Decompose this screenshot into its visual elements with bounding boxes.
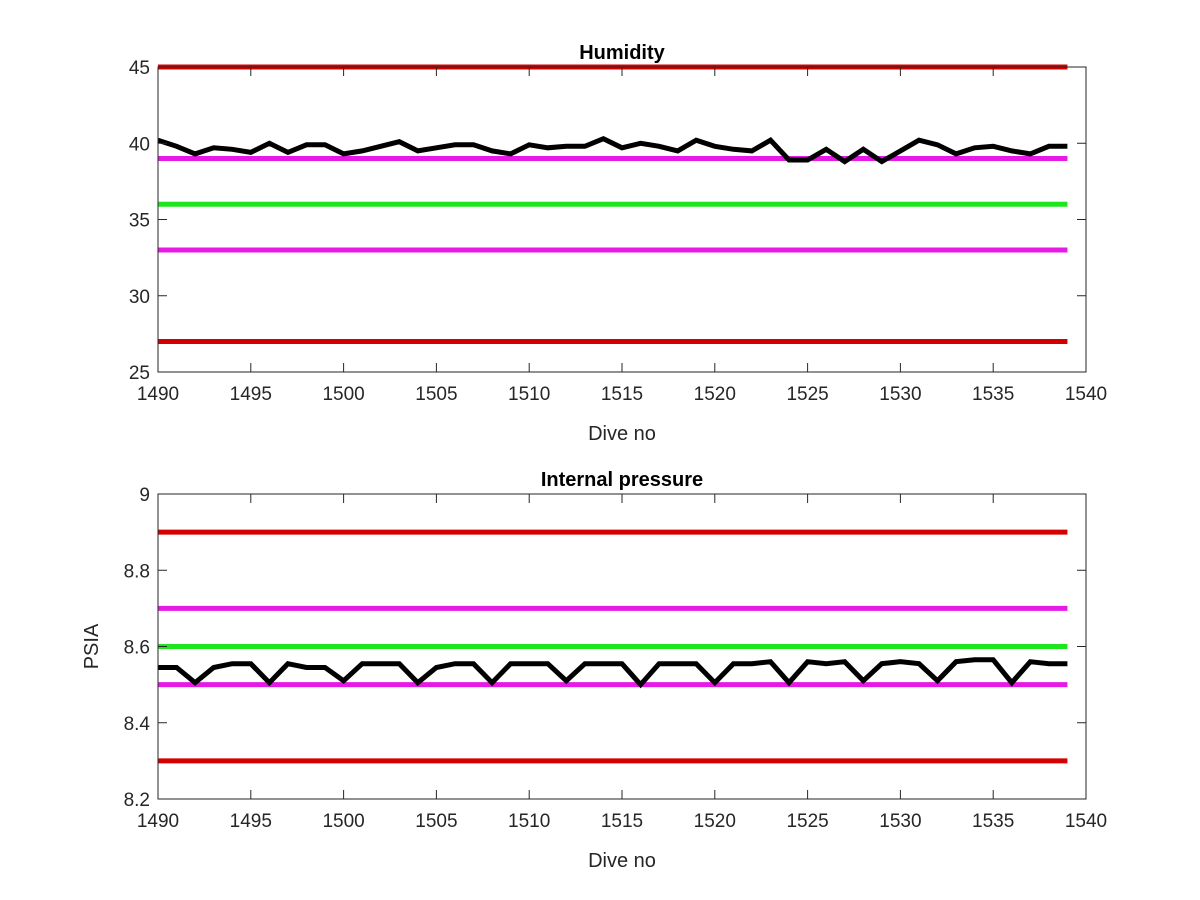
pressure-x-axis-label: Dive no bbox=[588, 850, 656, 872]
pressure-x-tick-label: 1510 bbox=[508, 811, 550, 832]
pressure-x-tick-label: 1490 bbox=[137, 811, 179, 832]
humidity-y-tick-label: 40 bbox=[129, 134, 150, 155]
humidity-x-tick-label: 1500 bbox=[322, 384, 364, 405]
pressure-y-tick-label: 8.8 bbox=[124, 561, 150, 582]
pressure-x-tick-label: 1535 bbox=[972, 811, 1014, 832]
humidity-plot-area bbox=[158, 67, 1086, 372]
pressure-reference-lines bbox=[158, 529, 1068, 764]
pressure-title: Internal pressure bbox=[541, 469, 703, 491]
humidity-plot: 1490 1495 1500 1505 1510 1515 1520 1525 1530 1535… bbox=[129, 42, 1107, 445]
pressure-y-tick-label: 8.4 bbox=[124, 714, 151, 735]
humidity-x-tick-label: 1495 bbox=[230, 384, 272, 405]
humidity-x-tick-label: 1530 bbox=[879, 384, 921, 405]
humidity-ticks: 1490 1495 1500 1505 1510 1515 1520 1525 1530 1535… bbox=[129, 58, 1107, 405]
pressure-series bbox=[158, 657, 1068, 689]
pressure-x-tick-label: 1505 bbox=[415, 811, 457, 832]
humidity-y-tick-label: 30 bbox=[129, 287, 150, 308]
humidity-series bbox=[157, 135, 1068, 165]
humidity-x-tick-label: 1510 bbox=[508, 384, 550, 405]
humidity-y-tick-label: 45 bbox=[129, 58, 150, 79]
humidity-x-tick-label: 1505 bbox=[415, 384, 457, 405]
humidity-x-tick-label: 1490 bbox=[137, 384, 179, 405]
humidity-x-tick-label: 1520 bbox=[694, 384, 736, 405]
humidity-x-tick-label: 1535 bbox=[972, 384, 1014, 405]
pressure-x-tick-label: 1495 bbox=[230, 811, 272, 832]
pressure-data-line-0 bbox=[158, 657, 1068, 689]
pressure-y-tick-label: 8.6 bbox=[124, 638, 150, 659]
humidity-y-tick-label: 35 bbox=[129, 211, 150, 232]
humidity-y-tick-label: 25 bbox=[129, 363, 150, 384]
pressure-x-tick-label: 1520 bbox=[694, 811, 736, 832]
pressure-y-tick-label: 8.2 bbox=[124, 790, 150, 811]
pressure-x-tick-label: 1515 bbox=[601, 811, 643, 832]
humidity-x-tick-label: 1540 bbox=[1065, 384, 1107, 405]
pressure-y-tick-label: 9 bbox=[139, 485, 150, 506]
internal-pressure-plot: 1490 1495 1500 1505 1510 1515 1520 1525 1530 1535… bbox=[81, 469, 1107, 872]
pressure-ticks: 1490 1495 1500 1505 1510 1515 1520 1525 1530 1535… bbox=[124, 485, 1108, 832]
humidity-title: Humidity bbox=[579, 42, 665, 64]
pressure-x-tick-label: 1530 bbox=[879, 811, 921, 832]
pressure-y-axis-label: PSIA bbox=[81, 623, 103, 669]
humidity-x-tick-label: 1515 bbox=[601, 384, 643, 405]
humidity-x-tick-label: 1525 bbox=[786, 384, 828, 405]
pressure-x-tick-label: 1540 bbox=[1065, 811, 1107, 832]
humidity-data-line-0 bbox=[157, 135, 1068, 165]
pressure-x-tick-label: 1525 bbox=[786, 811, 828, 832]
humidity-x-axis-label: Dive no bbox=[588, 423, 656, 445]
pressure-x-tick-label: 1500 bbox=[322, 811, 364, 832]
